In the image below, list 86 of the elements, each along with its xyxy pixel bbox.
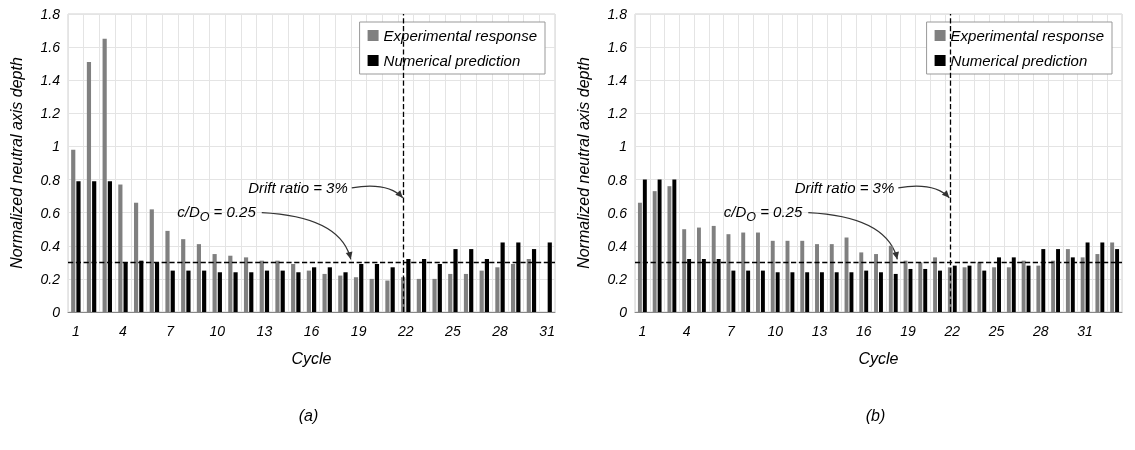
- x-tick-label: 13: [811, 323, 828, 339]
- text: (b): [865, 406, 886, 424]
- x-tick-label: 10: [209, 323, 226, 339]
- x-tick-label: 16: [855, 323, 872, 339]
- x-tick-label: 4: [119, 323, 128, 339]
- bar: [1026, 265, 1031, 312]
- x-tick-label: 25: [444, 323, 461, 339]
- bar: [312, 267, 317, 312]
- y-tick-label: 0: [52, 304, 61, 320]
- bar: [264, 270, 270, 312]
- legend-label: Experimental response: [950, 27, 1105, 44]
- bar: [864, 270, 869, 312]
- y-tick-label: 1.8: [40, 6, 61, 22]
- legend-label: Numerical prediction: [383, 52, 521, 69]
- y-tick-label: 1.8: [607, 6, 628, 22]
- bar: [805, 272, 810, 312]
- annotation: c/D$_{O}$ = 0.25: [177, 202, 256, 224]
- y-tick-label: 0.6: [607, 204, 628, 221]
- bar: [849, 272, 854, 312]
- bar: [952, 265, 957, 312]
- x-tick-label: 7: [727, 323, 737, 339]
- bar: [982, 270, 987, 312]
- bar: [746, 270, 751, 312]
- y-tick-label: 1: [52, 138, 60, 155]
- x-tick-label: 4: [682, 323, 691, 339]
- y-tick-label: 0: [619, 304, 628, 320]
- bar: [390, 267, 395, 312]
- x-tick-label: 19: [350, 323, 367, 339]
- bar: [790, 272, 795, 312]
- bar: [878, 272, 883, 312]
- x-tick-label: 1: [638, 323, 647, 339]
- y-tick-label: 0.4: [607, 237, 628, 254]
- y-tick-label: 0.6: [40, 204, 61, 221]
- x-tick-label: 28: [491, 323, 509, 339]
- x-tick-label: 22: [396, 323, 414, 339]
- y-tick-label: 1.6: [607, 39, 628, 56]
- ref-line-label: Drift ratio = 3%: [794, 179, 895, 197]
- bar: [938, 270, 942, 312]
- x-tick-label: 7: [166, 323, 176, 339]
- x-tick-label: 10: [767, 323, 784, 339]
- bar: [170, 270, 175, 312]
- y-tick-label: 0.4: [40, 237, 61, 254]
- bar: [819, 272, 824, 312]
- bar: [343, 272, 348, 312]
- x-tick-label: 13: [256, 323, 273, 339]
- x-tick-label: 31: [1077, 323, 1093, 339]
- legend-label: Experimental response: [383, 27, 538, 44]
- y-tick-label: 1.4: [40, 72, 61, 89]
- y-tick-label: 1.2: [607, 105, 628, 122]
- x-tick-label: 16: [303, 323, 320, 339]
- bar: [186, 270, 191, 312]
- ref-line-label: Drift ratio = 3%: [248, 179, 348, 197]
- bar: [834, 272, 839, 312]
- y-axis-title: Normalized neutral axis depth: [574, 57, 592, 269]
- legend-label: Numerical prediction: [950, 52, 1088, 69]
- x-tick-label: 28: [1032, 323, 1049, 339]
- bar: [893, 273, 898, 312]
- bar: [233, 272, 238, 312]
- y-tick-label: 0.8: [607, 171, 628, 188]
- bar: [202, 270, 207, 312]
- bar: [923, 268, 928, 312]
- y-tick-label: 1.4: [607, 72, 628, 89]
- y-tick-label: 0.2: [607, 270, 628, 287]
- y-tick-label: 1.6: [40, 39, 61, 56]
- x-tick-label: 31: [539, 323, 555, 339]
- x-axis-title: Cycle: [858, 349, 899, 367]
- bar: [217, 272, 222, 312]
- y-tick-label: 0.8: [40, 171, 61, 188]
- text: (a): [298, 406, 319, 424]
- bar: [280, 270, 285, 312]
- bar: [296, 272, 301, 312]
- x-tick-label: 22: [943, 323, 961, 339]
- x-tick-label: 25: [987, 323, 1005, 339]
- x-tick-label: 1: [71, 323, 80, 339]
- y-tick-label: 1.2: [40, 105, 61, 122]
- bar: [327, 267, 332, 312]
- annotation: c/D$_{O}$ = 0.25: [723, 202, 803, 224]
- bar: [731, 270, 736, 312]
- y-tick-label: 1: [619, 138, 627, 155]
- y-tick-label: 0.2: [40, 270, 61, 287]
- bar: [775, 272, 780, 312]
- x-tick-label: 19: [900, 323, 917, 339]
- bar: [760, 270, 765, 312]
- y-axis-title: Normalized neutral axis depth: [7, 57, 25, 269]
- bar: [249, 272, 254, 312]
- x-axis-title: Cycle: [291, 349, 332, 367]
